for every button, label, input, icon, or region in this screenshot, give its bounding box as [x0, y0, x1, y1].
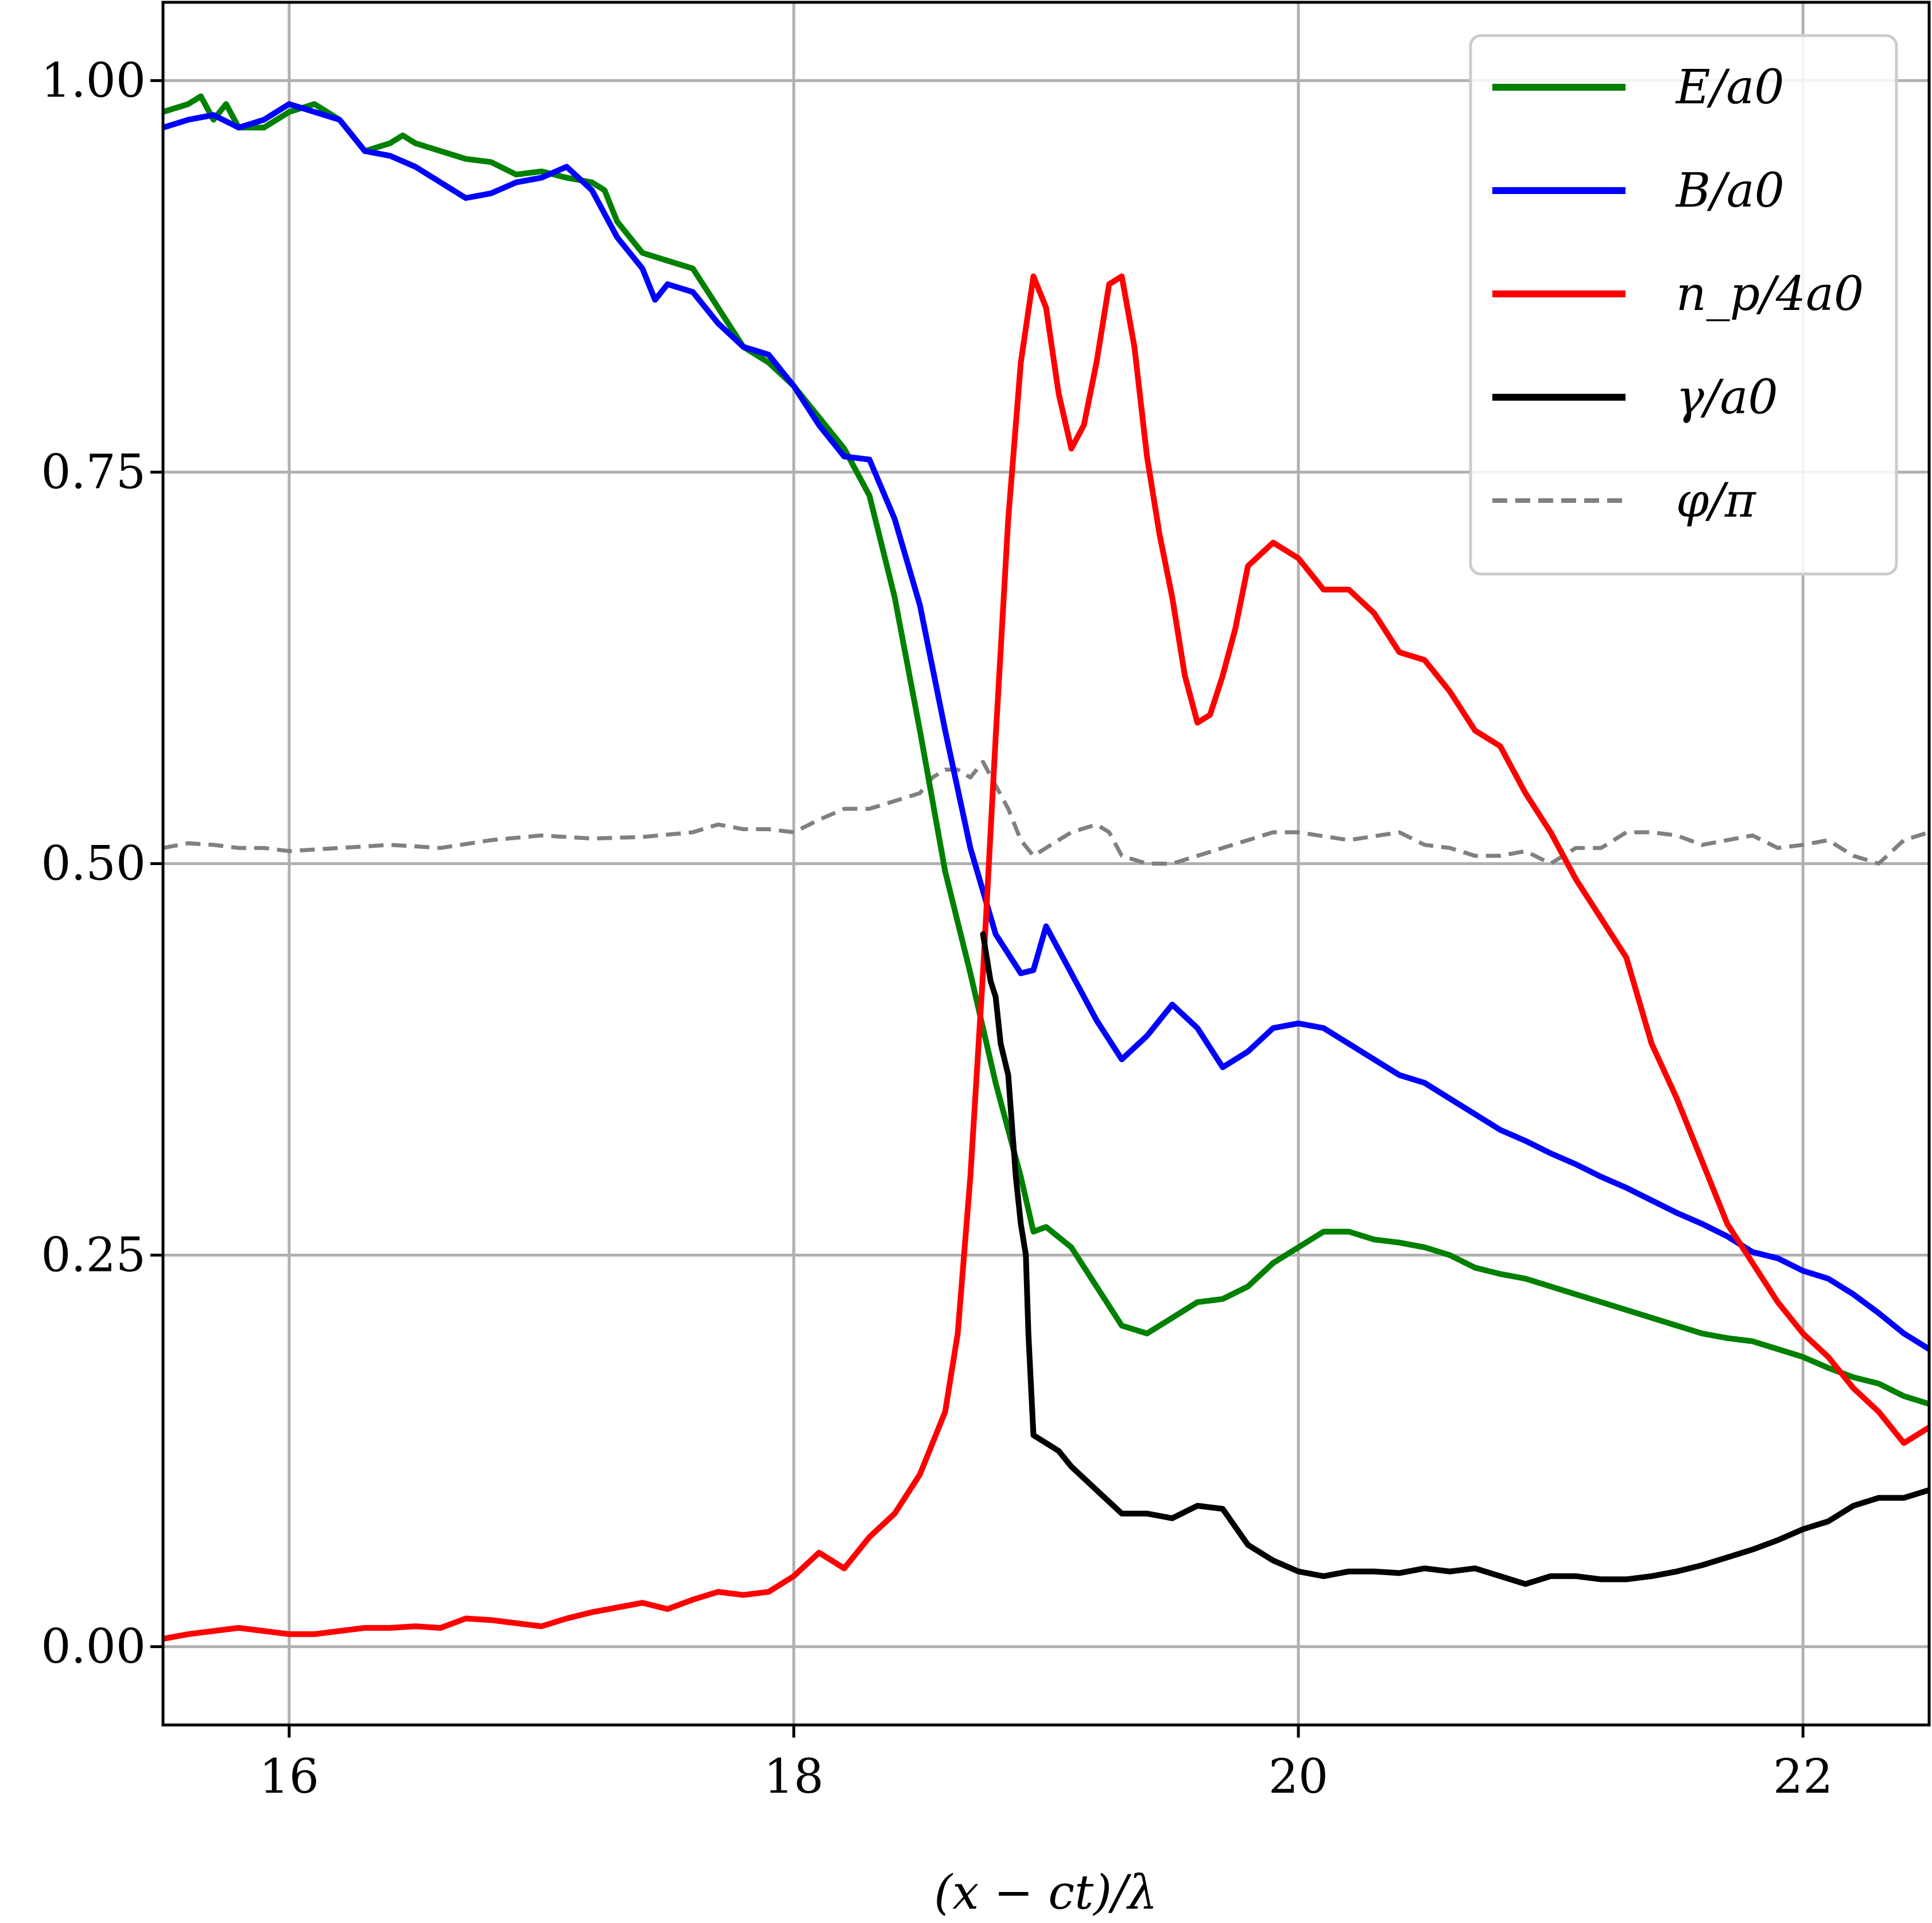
legend-label-3: γ/a0 [1676, 370, 1778, 425]
x-tick-label: 18 [764, 1750, 824, 1804]
y-tick-label: 0.00 [41, 1620, 146, 1674]
series-line-1 [163, 101, 1929, 1352]
legend-label-0: E/a0 [1675, 60, 1784, 115]
y-tick-label: 0.50 [41, 837, 146, 891]
x-axis-label: (x − ct)/λ [934, 1866, 1158, 1920]
legend-label-2: n_p/4a0 [1676, 267, 1864, 321]
y-tick-label: 0.25 [41, 1228, 146, 1283]
x-axis-ticks: 16 18 20 22 [259, 1725, 1833, 1804]
x-tick-label: 16 [259, 1750, 319, 1804]
series-line-2 [163, 273, 1929, 1642]
series-lines [163, 93, 1929, 1642]
y-tick-label: 1.00 [41, 53, 146, 108]
y-axis-ticks: 0.00 0.25 0.50 0.75 1.00 [41, 53, 163, 1674]
x-tick-label: 22 [1773, 1750, 1833, 1804]
legend-box [1469, 34, 1898, 576]
legend-label-1: B/a0 [1675, 164, 1784, 218]
y-tick-label: 0.75 [41, 445, 146, 499]
series-line-3 [980, 931, 1929, 1587]
legend: E/a0 B/a0 n_p/4a0 γ/a0 φ/π [1469, 34, 1898, 576]
series-line-0 [163, 93, 1929, 1407]
x-tick-label: 20 [1268, 1750, 1328, 1804]
legend-label-4: φ/π [1676, 474, 1757, 528]
